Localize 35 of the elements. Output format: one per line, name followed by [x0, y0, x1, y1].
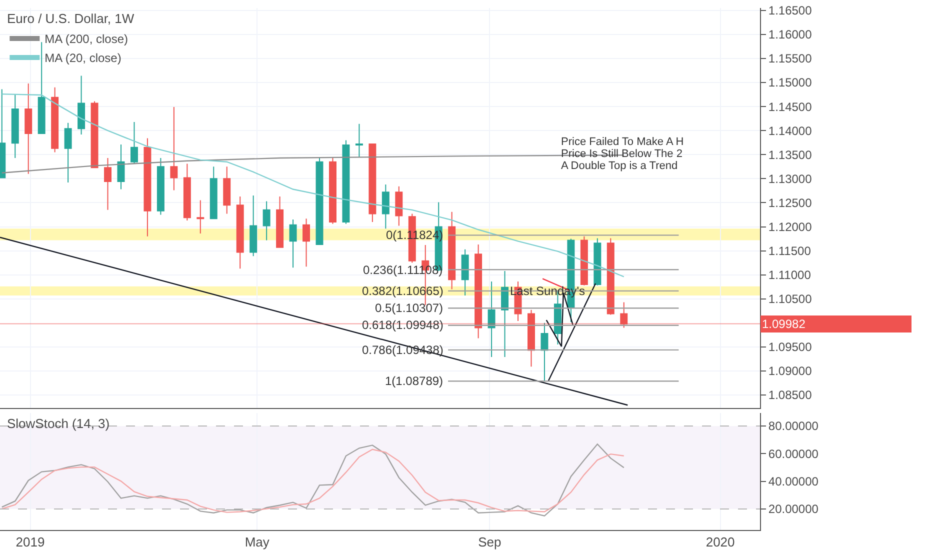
x-tick-label: Sep: [478, 534, 502, 550]
y-tick-label: 1.12500: [768, 196, 812, 210]
y-tick-label: 1.16500: [768, 4, 812, 18]
annotation: Last Sunday's: [510, 284, 586, 298]
annotation: 0.5(1.10307): [375, 301, 444, 315]
y-tick-label: 1.16000: [768, 28, 812, 42]
y-tick-label: 1.12000: [768, 220, 812, 234]
y-tick-label: 1.10500: [768, 292, 812, 306]
legend-label: MA (200, close): [44, 32, 128, 46]
y-tick-label: 1.09500: [768, 340, 812, 354]
y-tick-label: 1.13000: [768, 172, 812, 186]
y-tick-label: 60.00000: [768, 446, 819, 461]
y-tick-label: 1.11500: [768, 244, 812, 258]
ref-line-label: 1.09982: [762, 317, 806, 331]
y-tick-label: 1.14000: [768, 124, 812, 138]
y-tick-label: 1.15500: [768, 52, 812, 66]
x-tick-label: 2019: [16, 534, 45, 550]
y-tick-label: 1.14500: [768, 100, 812, 114]
y-tick-label: 1.11000: [768, 268, 812, 282]
y-tick-label: 80.00000: [768, 419, 819, 434]
annotation: Price Failed To Make A H: [561, 136, 684, 148]
annotation: 0.618(1.09948): [362, 318, 444, 332]
y-tick-label: 40.00000: [768, 474, 819, 489]
legend-label: MA (20, close): [44, 51, 122, 66]
x-tick-label: 2020: [706, 534, 735, 550]
annotation: A Double Top is a Trend: [561, 160, 678, 172]
chart-title: SlowStoch (14, 3): [7, 416, 110, 431]
chart-title: Euro / U.S. Dollar, 1W: [7, 11, 135, 26]
y-tick-label: 1.15000: [768, 76, 812, 90]
x-tick-label: May: [244, 534, 270, 550]
y-tick-label: 1.08500: [768, 388, 812, 402]
annotation: 1(1.08789): [385, 374, 444, 388]
y-tick-label: 1.09000: [768, 364, 812, 378]
y-tick-label: 1.13500: [768, 148, 812, 162]
y-tick-label: 20.00000: [768, 502, 819, 516]
